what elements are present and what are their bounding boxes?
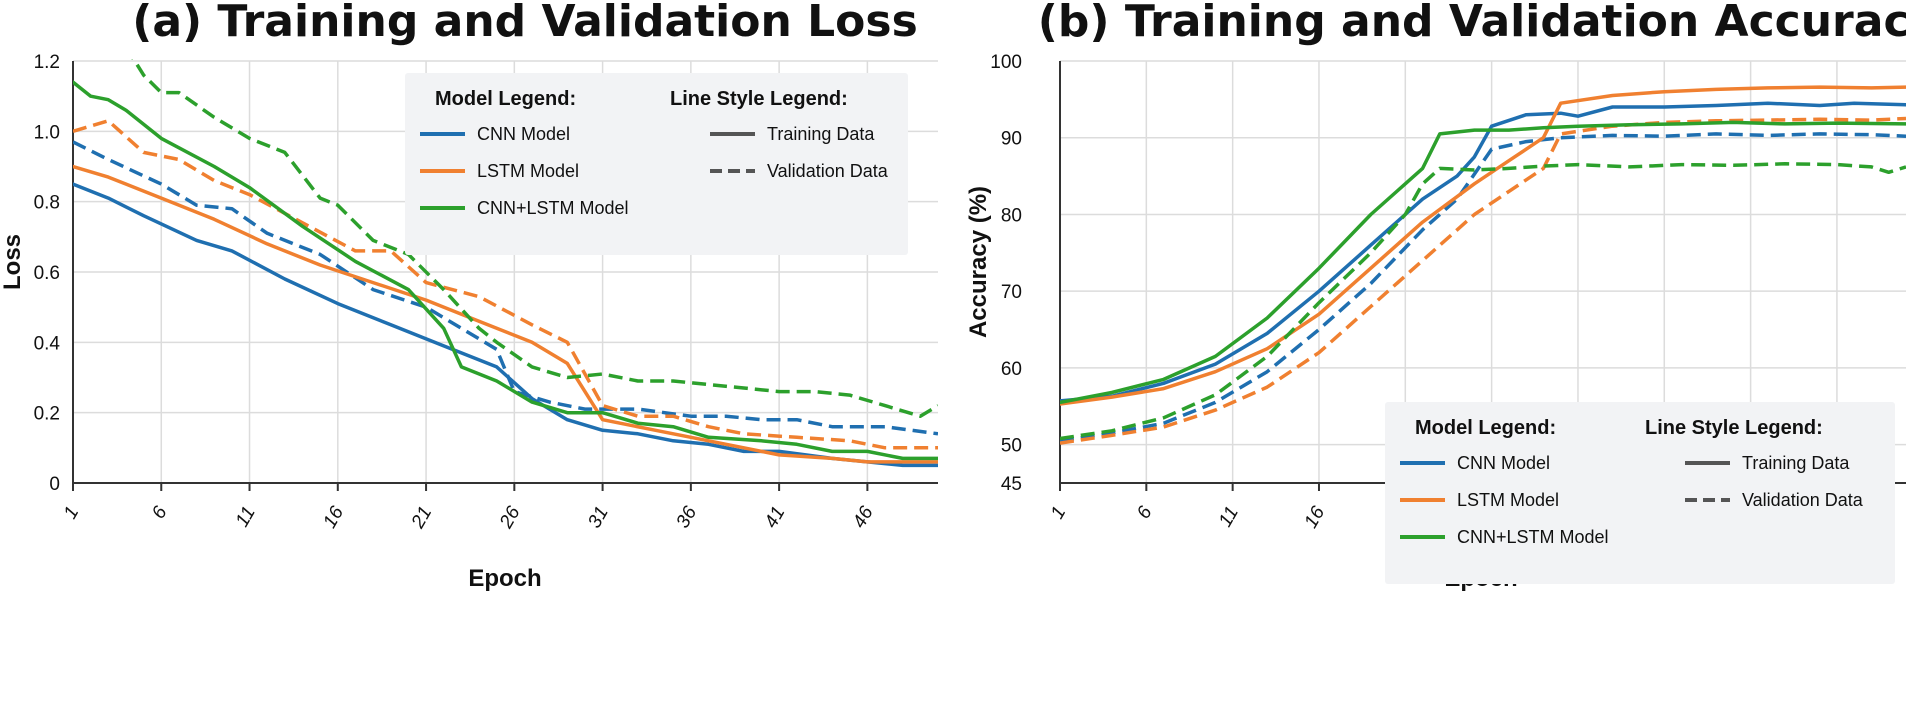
x-tick-label: 6 [1133, 503, 1157, 523]
legend-style-label: Validation Data [1742, 490, 1864, 510]
legend-model-header: Model Legend: [1415, 417, 1556, 439]
legend-style-header: Line Style Legend: [670, 88, 848, 110]
legend: Model Legend: Line Style Legend: CNN Model… [1385, 402, 1895, 584]
legend-box [405, 73, 908, 255]
x-tick-label: 16 [1301, 503, 1330, 532]
series-line [1060, 116, 1906, 445]
legend-model-label: CNN Model [1457, 453, 1550, 473]
series-line [73, 119, 938, 450]
chart-loss: (a) Training and Validation Loss 0 0.2 0.4 0… [0, 0, 938, 592]
series-line [73, 140, 938, 436]
x-tick-label: 31 [584, 503, 613, 532]
series-line [73, 80, 938, 461]
x-tick-label: 16 [319, 503, 348, 532]
y-tick-label: 45 [1001, 474, 1022, 495]
y-tick-label: 0.6 [34, 263, 60, 284]
legend: Model Legend: Line Style Legend: CNN Model… [405, 73, 908, 255]
x-tick-label: 6 [148, 503, 172, 523]
x-tick-label: 36 [672, 503, 701, 532]
y-tick-label: 0.4 [34, 333, 61, 354]
legend-model-label: CNN+LSTM Model [477, 198, 629, 218]
y-tick-label: 90 [1001, 129, 1022, 150]
x-tick-label: 46 [849, 503, 878, 532]
x-tick-label: 26 [495, 503, 524, 533]
legend-model-header: Model Legend: [435, 88, 576, 110]
y-axis-label: Loss [0, 234, 26, 290]
legend-model-label: LSTM Model [477, 161, 579, 181]
legend-style-label: Training Data [767, 124, 875, 144]
legend-model-label: LSTM Model [1457, 490, 1559, 510]
series-line [1060, 85, 1906, 406]
chart-title: (b) Training and Validation Accuracy [1038, 0, 1906, 47]
legend-model-label: CNN+LSTM Model [1457, 527, 1609, 547]
y-tick-label: 80 [1001, 205, 1022, 226]
y-tick-label: 1.0 [34, 122, 60, 143]
series-group [73, 59, 938, 468]
legend-style-header: Line Style Legend: [1645, 417, 1823, 439]
legend-box [1385, 402, 1895, 584]
x-tick-label: 1 [1047, 503, 1070, 523]
y-tick-label: 50 [1001, 436, 1022, 457]
y-axis-label: Accuracy (%) [965, 186, 992, 338]
y-tick-label: 0.2 [34, 404, 60, 425]
x-tick-label: 1 [60, 503, 83, 523]
series-group [1060, 85, 1906, 445]
legend-model-label: CNN Model [477, 124, 570, 144]
y-tick-label: 0.8 [34, 193, 60, 214]
x-tick-label: 21 [407, 503, 436, 533]
y-tick-label: 60 [1001, 359, 1022, 380]
series-line [131, 59, 938, 418]
y-tick-label: 100 [990, 52, 1022, 73]
chart-title: (a) Training and Validation Loss [132, 0, 918, 47]
y-tick-label: 1.2 [34, 52, 60, 73]
legend-style-label: Training Data [1742, 453, 1850, 473]
x-tick-label: 11 [1215, 503, 1243, 531]
series-line [1060, 120, 1906, 405]
legend-style-label: Validation Data [767, 161, 889, 181]
series-line [73, 164, 938, 464]
series-line [1060, 101, 1906, 403]
series-line [1060, 132, 1906, 443]
chart-accuracy: (b) Training and Validation Accuracy 45 50… [965, 0, 1906, 592]
x-tick-label: 41 [761, 503, 790, 532]
x-tick-label: 11 [232, 503, 260, 531]
y-tick-label: 70 [1001, 282, 1022, 303]
series-line [1060, 162, 1906, 441]
x-axis-label: Epoch [468, 565, 541, 592]
y-tick-label: 0 [49, 474, 60, 495]
